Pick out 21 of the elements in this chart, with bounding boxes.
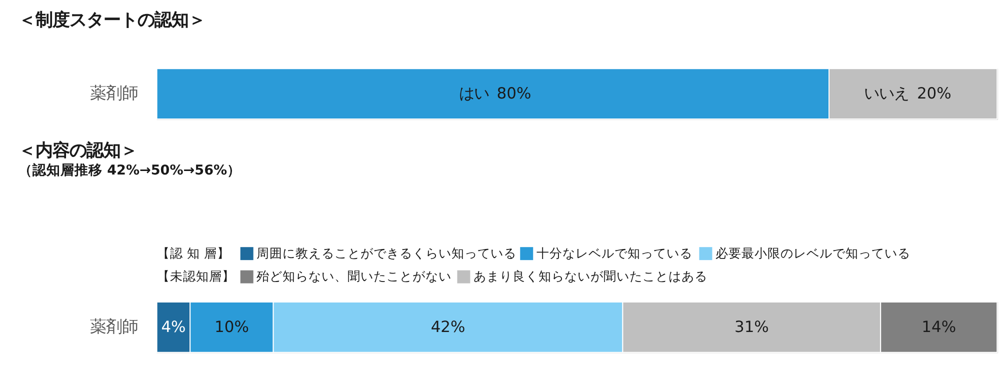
- data-label: 80%: [496, 84, 532, 103]
- data-label: 10%: [214, 318, 249, 336]
- legend-label: 殆ど知らない、聞いたことがない: [256, 268, 452, 284]
- data-label: 20%: [916, 84, 952, 103]
- chart-title: ＜内容の認知＞: [18, 141, 138, 162]
- y-tick-label: 薬剤師: [90, 317, 138, 336]
- chart-subtitle: （認知層推移 42%→50%→56%）: [18, 161, 242, 178]
- legend-label: 周囲に教えることができるくらい知っている: [256, 245, 517, 260]
- series-label: はい: [459, 84, 490, 103]
- chart-title: ＜制度スタートの認知＞: [18, 10, 206, 31]
- data-label: 31%: [734, 318, 769, 336]
- series-label: いいえ: [864, 84, 910, 103]
- text: 【認 知 層】: [156, 245, 230, 260]
- legend-label: あまり良く知らないが聞いたことはある: [473, 268, 708, 284]
- legend-label: 十分なレベルで知っている: [536, 245, 692, 260]
- data-label: 42%: [430, 318, 466, 336]
- annotation: 【未認知層】: [156, 268, 235, 284]
- legend-label: 必要最小限のレベルで知っている: [715, 245, 910, 260]
- data-label: 4%: [161, 318, 186, 336]
- data-label: 14%: [922, 318, 956, 336]
- y-tick-label: 薬剤師: [90, 84, 138, 103]
